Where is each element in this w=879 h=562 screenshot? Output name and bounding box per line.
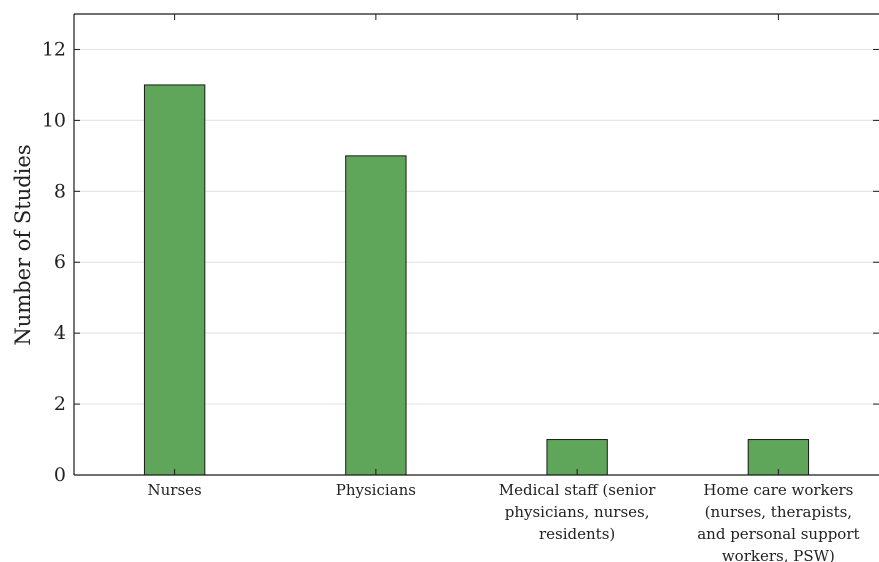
y-tick-label: 4 [54,322,66,344]
labels-layer: 0 2 4 6 8 10 12 Nurses Physicians Medical staff (… [42,38,860,562]
x-category-label: Medical staff (senior physicians, nurses,… [499,481,657,543]
y-tick-label: 10 [42,109,66,131]
x-category-label: Nurses [148,481,202,499]
x-category-label: Home care workers (nurses, therapists, and… [697,481,859,562]
bar [143,84,206,476]
y-tick-label: 6 [54,251,66,273]
bars-layer [143,84,810,476]
axes-layer [73,13,879,476]
y-tick-label: 12 [42,38,66,60]
grid-layer [74,48,879,405]
y-tick-label: 0 [54,464,66,486]
y-tick-label: 8 [54,180,66,202]
y-axis-title: Number of Studies [11,144,35,345]
bar [345,155,407,476]
y-tick-label: 2 [54,393,66,415]
x-category-label: Physicians [336,481,416,499]
